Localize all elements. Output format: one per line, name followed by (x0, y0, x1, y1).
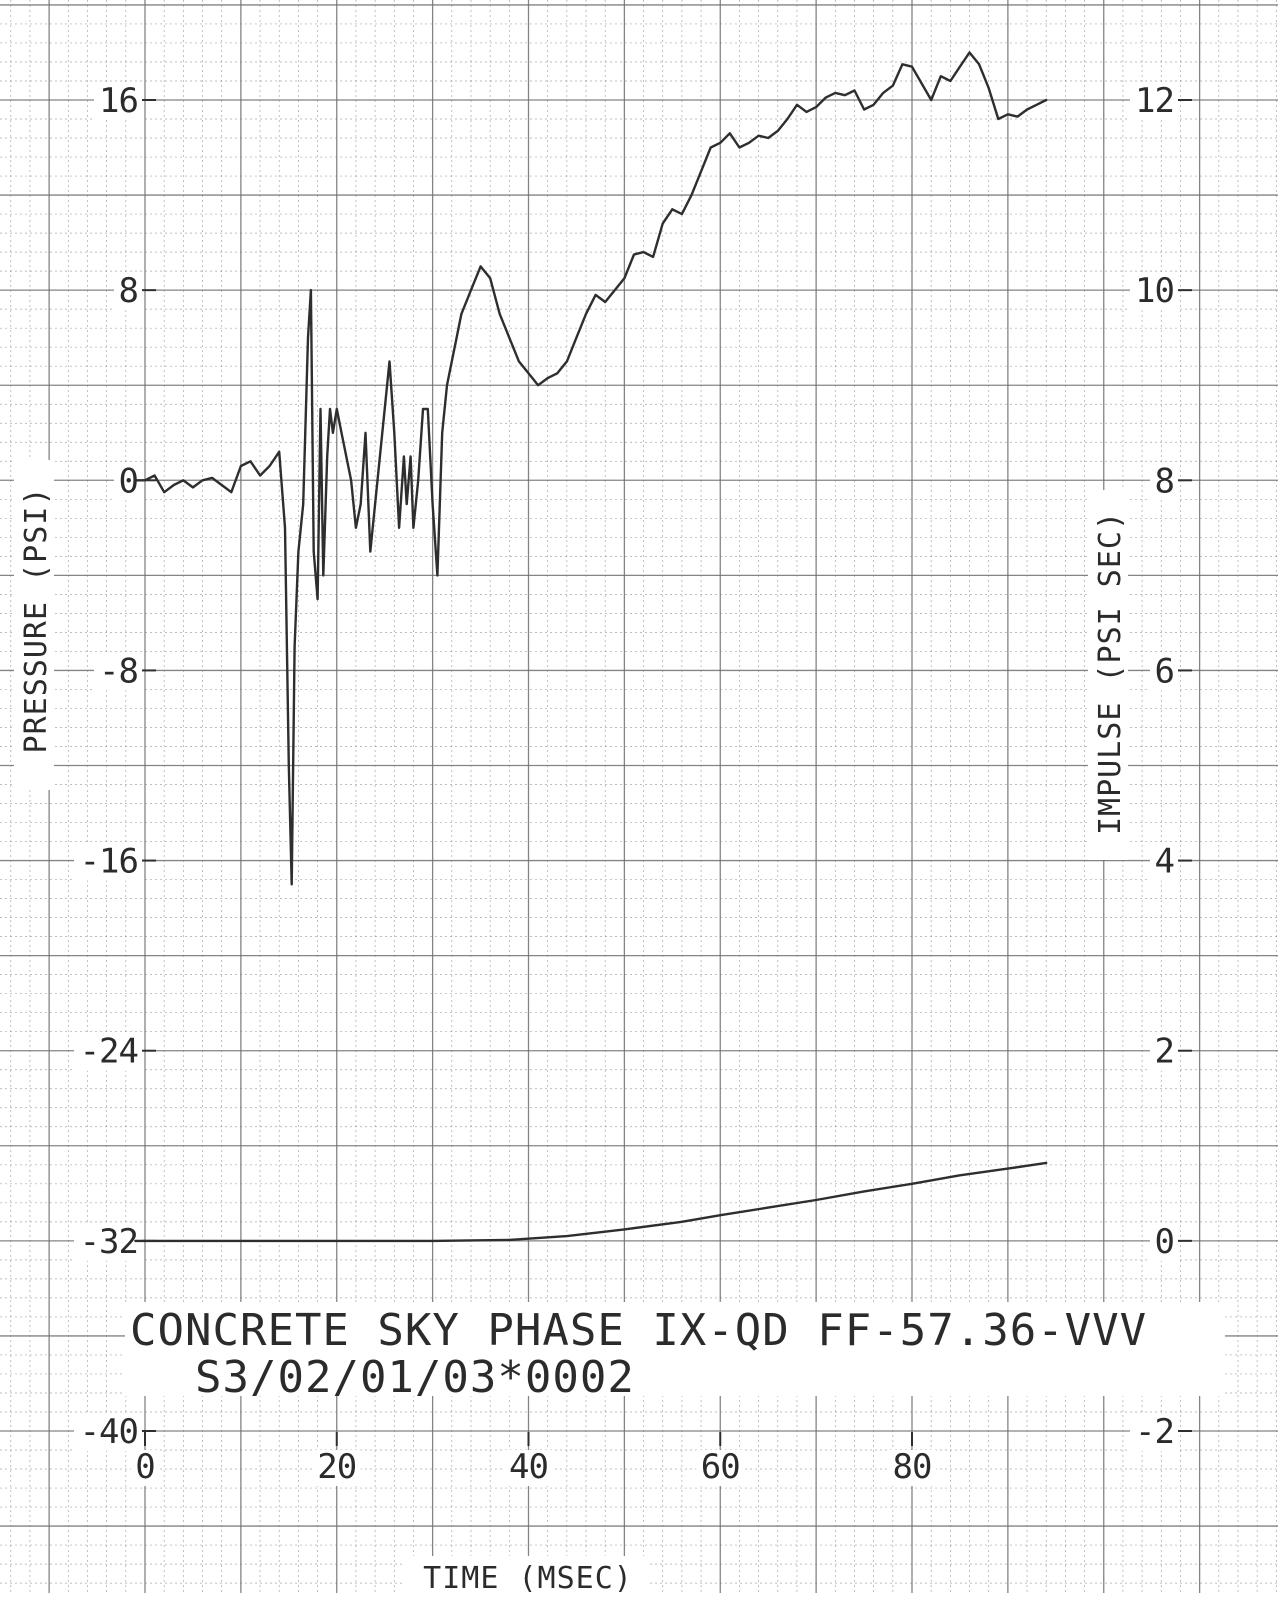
y-left-tick-label: 8 (119, 271, 138, 311)
y-left-tick-label: -32 (80, 1222, 138, 1262)
x-tick-label-background (504, 1450, 553, 1486)
y-right-tick-label-background (1130, 1415, 1178, 1451)
y-left-tick-label: 0 (119, 461, 138, 501)
x-tick-label-background (312, 1450, 361, 1486)
y-right-tick-label: 4 (1155, 842, 1174, 882)
x-tick-label: 40 (509, 1447, 548, 1487)
y-right-tick-label: 10 (1135, 271, 1174, 311)
y-left-tick-label-background (74, 844, 142, 881)
y-right-tick-label-background (1150, 464, 1178, 501)
y-left-tick-label-background (94, 654, 142, 691)
caption-background (125, 1302, 1225, 1396)
y-right-tick-label-background (1150, 654, 1178, 691)
y-left-title-background (14, 460, 54, 790)
x-tick-label: 20 (317, 1447, 356, 1487)
x-axis-title-background (405, 1556, 650, 1593)
y-left-tick-label-background (94, 84, 142, 120)
x-tick-label-background (131, 1450, 159, 1486)
y-right-tick-label: -2 (1135, 1412, 1174, 1452)
y-left-tick-label: -24 (80, 1032, 138, 1072)
pressure-series-line (134, 51, 1048, 886)
y-right-tick-label: 12 (1135, 81, 1174, 121)
y-right-tick-label-background (1150, 1034, 1178, 1071)
series-layer (134, 51, 1048, 1243)
axis-titles-layer: TIME (MSEC) PRESSURE (PSI) IMPULSE (PSI … (14, 460, 1128, 1596)
y-right-tick-label: 2 (1155, 1032, 1174, 1072)
y-left-tick-label: 16 (99, 81, 138, 121)
y-left-tick-label-background (114, 464, 142, 501)
y-right-tick-label: 0 (1155, 1222, 1174, 1262)
y-left-tick-label-background (114, 274, 142, 311)
y-left-axis-title: PRESSURE (PSI) (19, 487, 54, 754)
y-right-tick-label-background (1130, 84, 1178, 120)
x-tick-label: 80 (893, 1447, 932, 1487)
caption-line-2: S3/02/01/03*0002 (195, 1352, 635, 1403)
y-left-tick-label-background (74, 1034, 142, 1071)
y-left-tick-label: -40 (80, 1412, 138, 1452)
impulse-series-line (134, 1161, 1048, 1243)
x-tick-label: 0 (135, 1447, 154, 1487)
y-right-tick-label-background (1130, 274, 1178, 311)
x-tick-label-background (696, 1450, 745, 1486)
y-right-tick-label-background (1150, 844, 1178, 881)
x-tick-label-background (888, 1450, 936, 1486)
y-right-tick-label: 6 (1155, 651, 1174, 691)
y-right-title-background (1088, 490, 1128, 860)
x-tick-label: 60 (701, 1447, 740, 1487)
y-left-tick-label: -16 (80, 842, 138, 882)
y-right-tick-label: 8 (1155, 461, 1174, 501)
caption-line-1: CONCRETE SKY PHASE IX-QD FF-57.36-VVV (130, 1305, 1147, 1356)
y-left-tick-label: -8 (99, 651, 138, 691)
x-axis-title: TIME (MSEC) (423, 1561, 633, 1593)
caption-layer: CONCRETE SKY PHASE IX-QD FF-57.36-VVV S3… (125, 1302, 1225, 1403)
y-right-tick-label-background (1150, 1224, 1178, 1261)
y-left-tick-label-background (74, 1415, 142, 1451)
y-left-tick-label-background (74, 1224, 142, 1261)
y-right-axis-title: IMPULSE (PSI SEC) (1093, 511, 1128, 835)
